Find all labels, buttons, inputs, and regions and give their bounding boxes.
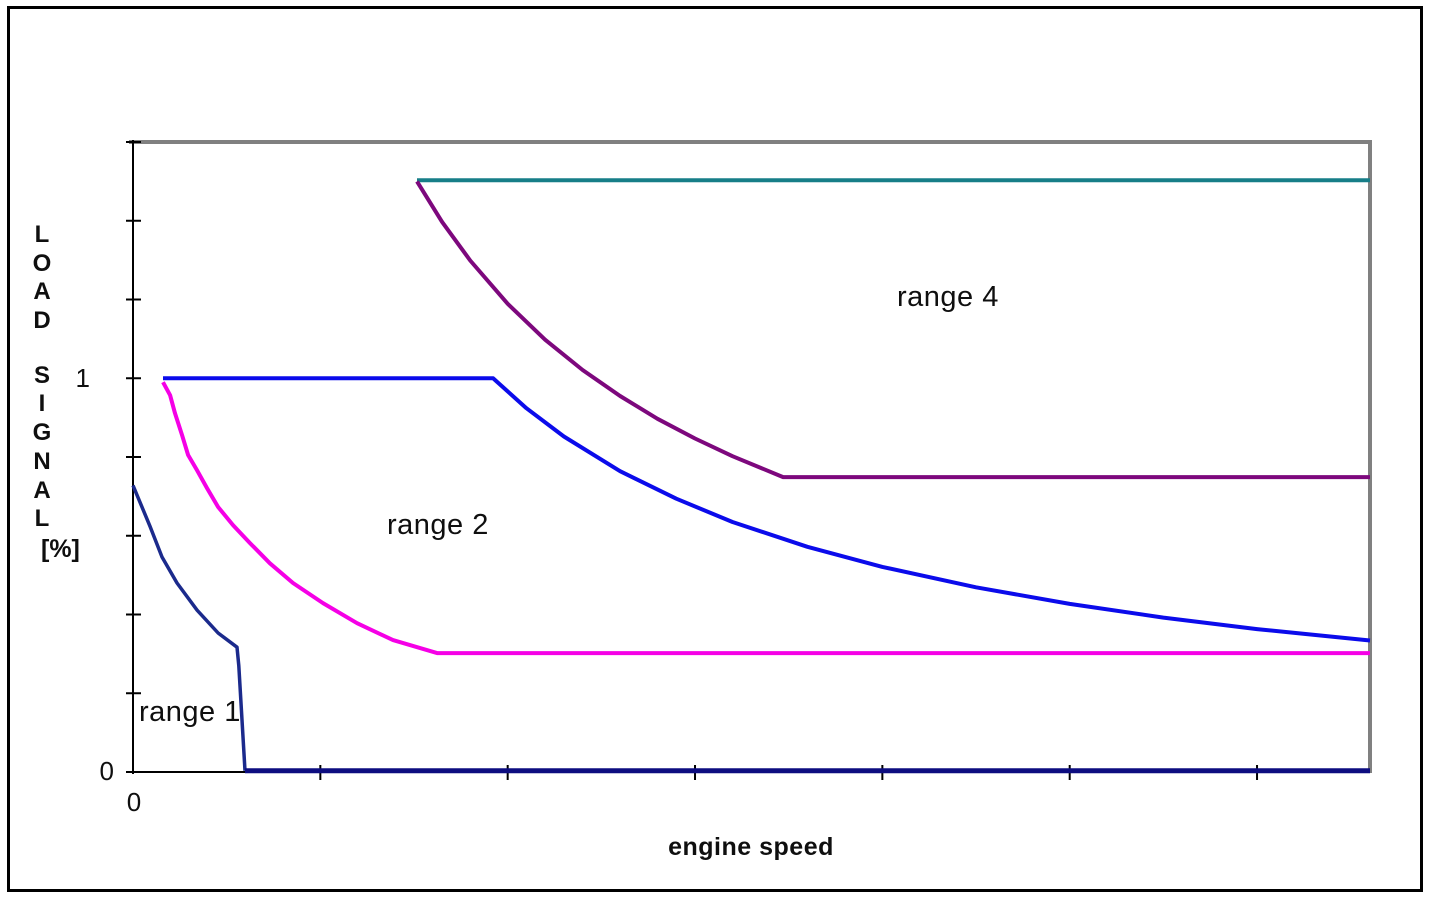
y-axis-title: L O A D S I G N A L [%] — [24, 221, 80, 564]
range-1-label: range 1 — [139, 696, 241, 728]
y-axis-title-letter: I — [38, 390, 46, 418]
range4-lower-boundary — [415, 180, 1370, 480]
y-axis-title-letter: S — [33, 361, 50, 389]
y-axis-title-letter: L — [34, 221, 50, 248]
y-axis-title-letter: O — [32, 249, 52, 277]
plot-border-top — [129, 140, 1372, 144]
range-2-label: range 2 — [387, 509, 489, 541]
y-axis-title-letter: A — [33, 476, 51, 504]
x-axis-title: engine speed — [668, 833, 834, 861]
y-axis-title-letter: N — [33, 447, 51, 475]
figure-border — [7, 6, 1423, 892]
range2-upper-boundary — [163, 376, 1371, 643]
y-tick-label-1: 1 — [75, 363, 90, 393]
range2-lower-boundary — [161, 381, 1370, 656]
y-axis-title-letter: A — [33, 278, 51, 306]
chart-series-lines — [131, 178, 1371, 774]
y-axis-title-letter: L — [34, 505, 50, 533]
plot-border-right — [1368, 140, 1372, 773]
y-tick-label-0: 0 — [99, 756, 114, 786]
y-axis-title-letter: D — [33, 307, 51, 335]
axis-ticks — [126, 141, 1259, 780]
range-4-label: range 4 — [897, 281, 999, 313]
x-tick-label-0: 0 — [126, 787, 142, 817]
y-axis-title-gap — [24, 336, 60, 362]
y-axis-unit-label: [%] — [41, 534, 80, 563]
range1-boundary — [131, 484, 247, 771]
y-axis-title-letter: G — [32, 419, 52, 447]
